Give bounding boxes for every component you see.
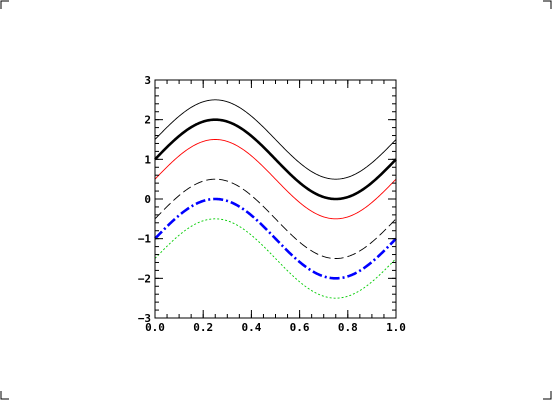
corner-mark-top-left (0, 0, 9, 9)
y-tick-label: −3 (138, 312, 151, 325)
series-line-1 (154, 99, 397, 180)
y-tick-label: −1 (138, 233, 152, 246)
tick-label-layer: 0.0 0.2 0.4 0.6 0.8 1.0 −3 −2 −1 0 1 2 3 (138, 74, 406, 334)
y-tick-label: 1 (144, 153, 151, 166)
y-tick-label: 0 (144, 193, 151, 206)
series-line-5 (154, 197, 397, 280)
tick-layer (154, 79, 397, 319)
y-tick-label: 2 (144, 114, 151, 127)
x-tick-label: 0.2 (193, 321, 213, 334)
series-layer (154, 99, 397, 299)
corner-mark-bottom-left (0, 391, 9, 400)
x-tick-label: 0.4 (241, 321, 261, 334)
series-line-3 (154, 139, 397, 220)
series-line-4 (154, 178, 397, 259)
plot-frame (154, 79, 397, 319)
x-tick-label: 0.6 (290, 321, 310, 334)
x-tick-label: 1.0 (386, 321, 406, 334)
series-line-6 (154, 218, 397, 299)
y-tick-label: −2 (138, 272, 151, 285)
x-tick-label: 0.0 (145, 321, 165, 334)
series-line-2 (154, 118, 397, 201)
corner-mark-top-right (543, 0, 552, 9)
y-tick-label: 3 (144, 74, 151, 87)
x-tick-label: 0.8 (338, 321, 358, 334)
corner-mark-bottom-right (543, 391, 552, 400)
